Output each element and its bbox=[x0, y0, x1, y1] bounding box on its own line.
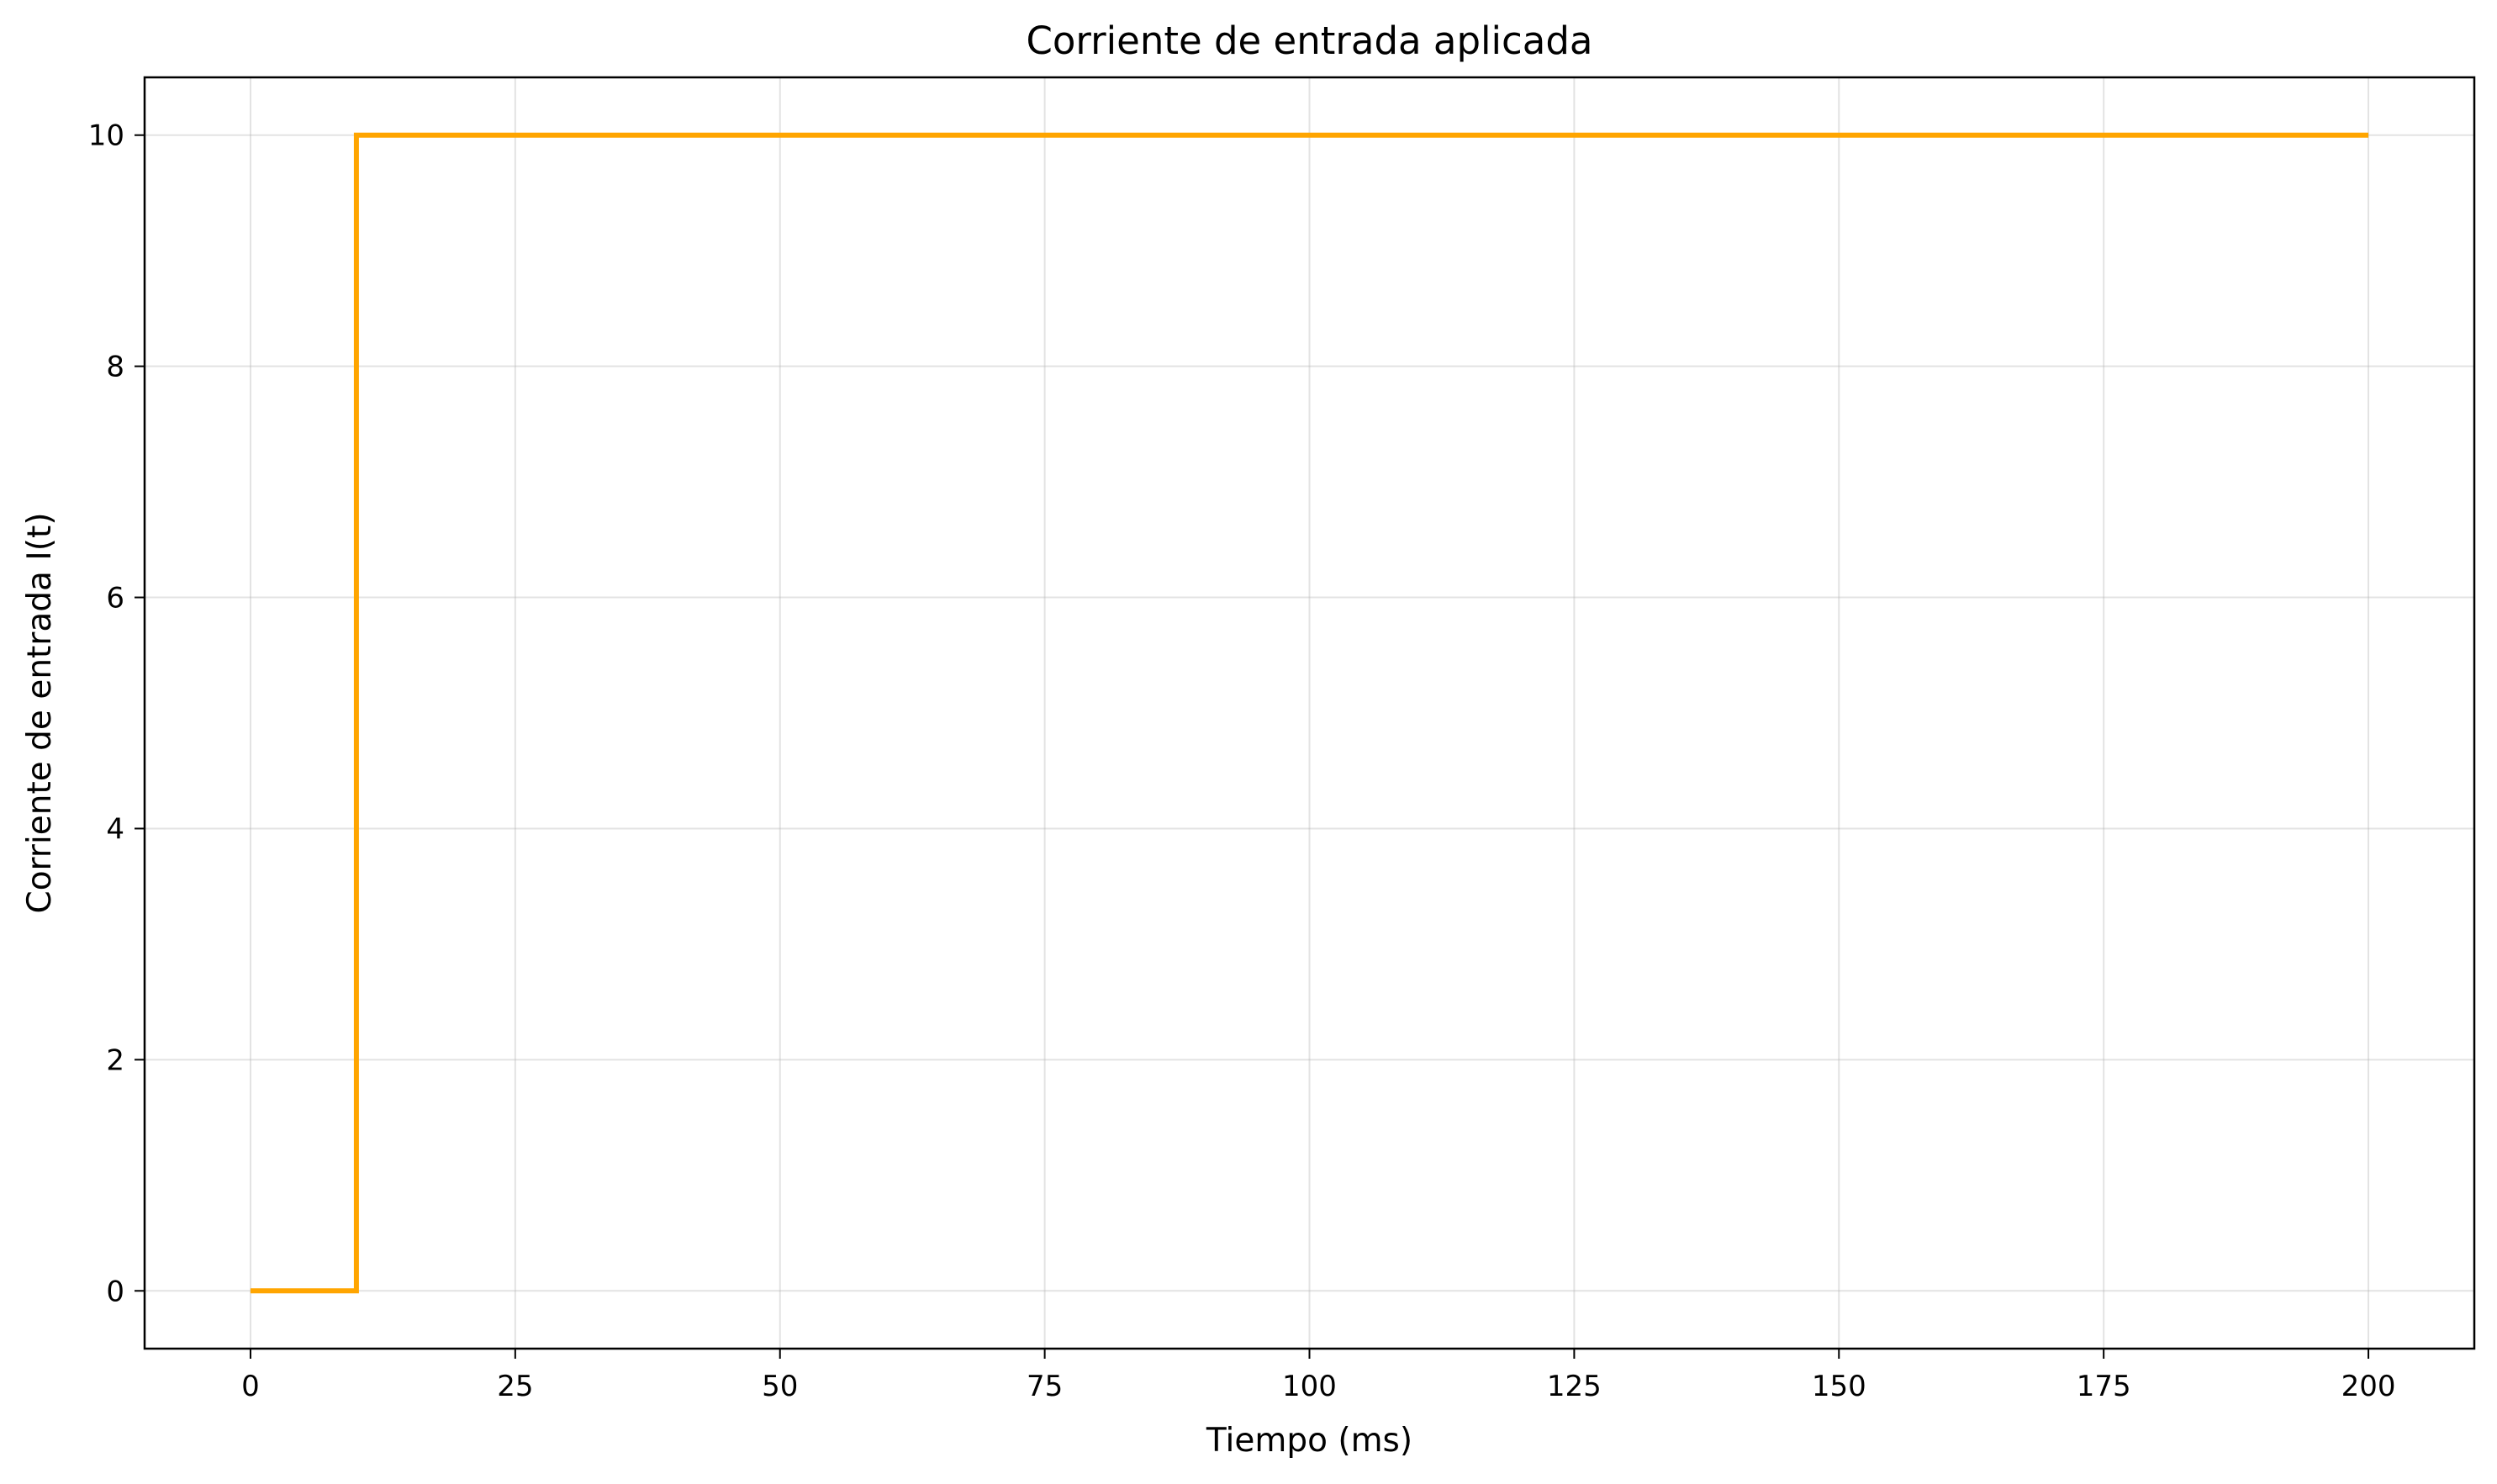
x-tick-label: 125 bbox=[1547, 1370, 1602, 1403]
x-tick-label: 200 bbox=[2341, 1370, 2396, 1403]
y-tick-label: 10 bbox=[88, 119, 124, 153]
ticks: 0 25 50 75 100 125 150 175 200 0 2 4 6 8 10 bbox=[88, 119, 2396, 1403]
y-tick-label: 4 bbox=[106, 812, 124, 846]
grid bbox=[145, 77, 2474, 1349]
series-layer bbox=[250, 132, 2369, 1294]
x-tick-label: 175 bbox=[2077, 1370, 2131, 1403]
x-tick-label: 50 bbox=[762, 1370, 798, 1403]
x-axis-title: Tiempo (ms) bbox=[1206, 1422, 1412, 1460]
y-tick-label: 8 bbox=[106, 351, 124, 384]
y-tick-label: 6 bbox=[106, 582, 124, 615]
x-tick-label: 150 bbox=[1812, 1370, 1866, 1403]
series-line-0 bbox=[250, 132, 2369, 1294]
y-axis-title: Corriente de entrada I(t) bbox=[21, 512, 59, 913]
x-tick-label: 25 bbox=[497, 1370, 533, 1403]
y-tick-label: 2 bbox=[106, 1043, 124, 1077]
x-tick-label: 0 bbox=[241, 1370, 260, 1403]
x-tick-label: 75 bbox=[1027, 1370, 1063, 1403]
x-tick-label: 100 bbox=[1282, 1370, 1337, 1403]
chart-title: Corriente de entrada aplicada bbox=[1026, 18, 1592, 63]
y-tick-label: 0 bbox=[106, 1275, 124, 1308]
